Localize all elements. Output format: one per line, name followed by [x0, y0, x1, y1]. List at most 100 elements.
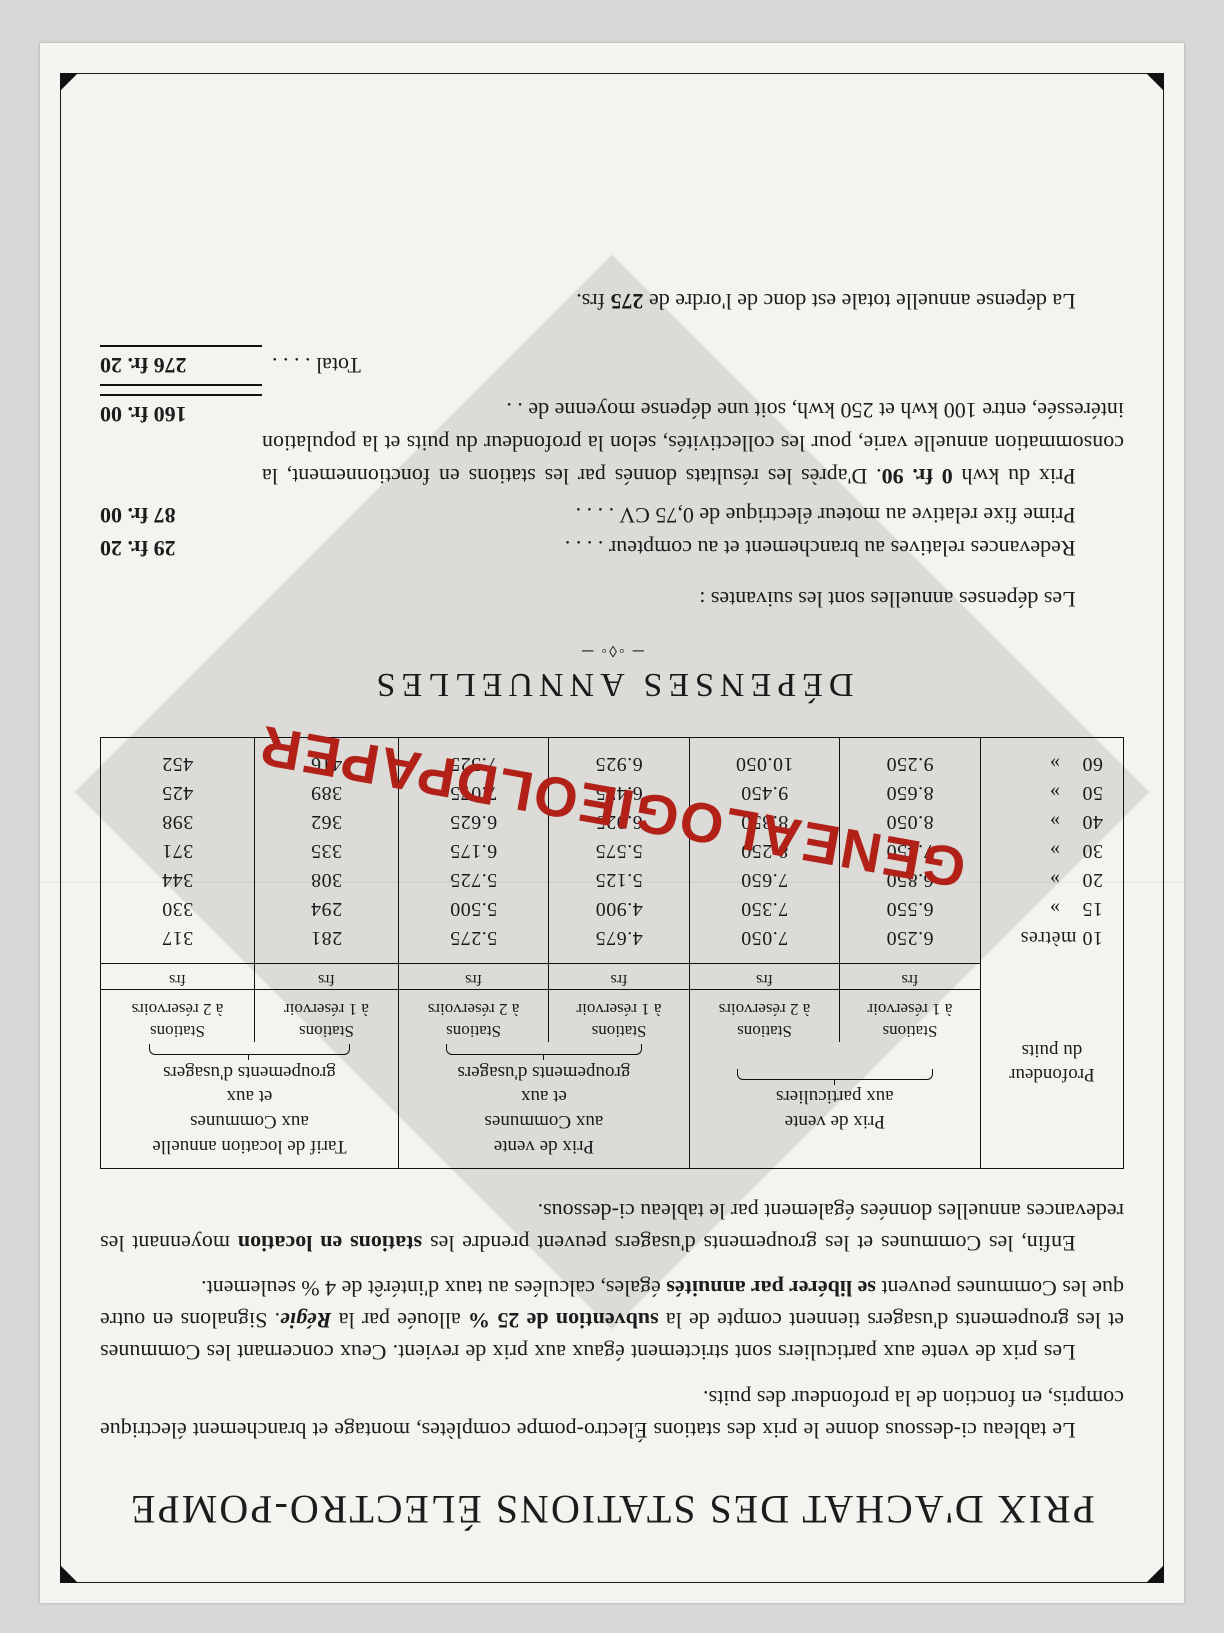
expense-amount: 160 fr. 00 — [100, 394, 262, 431]
col-unit: frs — [101, 964, 255, 990]
expense-paragraph-with-amount: Prix du kwh 0 fr. 90. D'après les résult… — [100, 394, 1124, 493]
cell-value: 425 — [101, 778, 255, 807]
page-rotated-container: PRIX D'ACHAT DES STATIONS ÉLECTRO-POMPE … — [0, 0, 1224, 1633]
table-row: 10 mètres6.2507.0504.6755.275281317 — [101, 923, 1124, 964]
expense-paragraph-text: Prix du kwh 0 fr. 90. D'après les résult… — [262, 394, 1124, 493]
cell-value: 6.850 — [840, 865, 981, 894]
cell-value: 8.850 — [689, 807, 839, 836]
col-group-particuliers: Prix de venteaux particuliers — [689, 1042, 980, 1168]
table-row: 15 »6.5507.3504.9005.500294330 — [101, 894, 1124, 923]
cell-value: 9.250 — [840, 738, 981, 779]
cell-value: 6.550 — [840, 894, 981, 923]
cell-value: 5.275 — [398, 923, 548, 964]
cell-value: 10.050 — [689, 738, 839, 779]
cell-value: 6.250 — [840, 923, 981, 964]
expense-total-amount: 276 fr. 20 — [100, 345, 262, 386]
expenses-conclusion: La dépense annuelle totale est donc de l… — [100, 285, 1124, 317]
cell-value: 308 — [254, 865, 398, 894]
cell-value: 7.075 — [398, 778, 548, 807]
cell-value: 317 — [101, 923, 255, 964]
cell-value: 344 — [101, 865, 255, 894]
cell-value: 362 — [254, 807, 398, 836]
cell-value: 7.350 — [689, 894, 839, 923]
cell-value: 416 — [254, 738, 398, 779]
cell-value: 335 — [254, 836, 398, 865]
cell-value: 398 — [101, 807, 255, 836]
cell-value: 281 — [254, 923, 398, 964]
cell-depth: 20 » — [980, 865, 1123, 894]
cell-value: 5.575 — [549, 836, 690, 865]
expenses-block: Les dépenses annuelles sont les suivante… — [100, 285, 1124, 615]
cell-value: 9.450 — [689, 778, 839, 807]
cell-value: 371 — [101, 836, 255, 865]
cell-value: 294 — [254, 894, 398, 923]
corner-ornament — [60, 73, 78, 91]
col-header-depth: Profondeurdu puits — [980, 964, 1123, 1169]
paper-sheet: PRIX D'ACHAT DES STATIONS ÉLECTRO-POMPE … — [40, 43, 1184, 1603]
expense-total-label: Total . . . . — [262, 349, 1124, 382]
expenses-intro: Les dépenses annuelles sont les suivante… — [100, 583, 1124, 615]
cell-value: 4.900 — [549, 894, 690, 923]
content-area: PRIX D'ACHAT DES STATIONS ÉLECTRO-POMPE … — [100, 271, 1124, 1533]
col-unit: frs — [398, 964, 548, 990]
expense-label: Redevances relatives au branchement et a… — [262, 532, 1124, 565]
cell-value: 330 — [101, 894, 255, 923]
page-title: PRIX D'ACHAT DES STATIONS ÉLECTRO-POMPE — [100, 1486, 1124, 1533]
col-group-communes-vente: Prix de venteaux Communeset auxgroupemen… — [398, 1042, 689, 1168]
col-unit: frs — [254, 964, 398, 990]
col-unit: frs — [549, 964, 690, 990]
intro-paragraph: Le tableau ci-dessous donne le prix des … — [100, 1382, 1124, 1446]
intro-paragraph: Enfin, les Communes et les groupements d… — [100, 1195, 1124, 1259]
table-row: 50 »8.6509.4506.4757.075389425 — [101, 778, 1124, 807]
cell-depth: 10 mètres — [980, 923, 1123, 964]
col-group-communes-location: Tarif de location annuelleaux Communeset… — [101, 1042, 399, 1168]
expense-total-line: Total . . . . 276 fr. 20 — [100, 345, 1124, 386]
cell-value: 7.050 — [689, 923, 839, 964]
cell-value: 7.450 — [840, 836, 981, 865]
expense-label: Prime fixe relative au moteur électrique… — [262, 499, 1124, 532]
col-unit: frs — [689, 964, 839, 990]
col-subheader: Stationsà 1 réservoir — [549, 989, 690, 1042]
price-table: Profondeurdu puits Prix de venteaux part… — [100, 737, 1124, 1169]
cell-value: 8.250 — [689, 836, 839, 865]
cell-value: 5.500 — [398, 894, 548, 923]
title-ornament: ─ ◦◊◦ ─ — [100, 641, 1124, 659]
cell-value: 5.725 — [398, 865, 548, 894]
corner-ornament — [60, 1565, 78, 1583]
cell-value: 8.650 — [840, 778, 981, 807]
cell-value: 8.050 — [840, 807, 981, 836]
cell-depth: 60 » — [980, 738, 1123, 779]
cell-depth: 40 » — [980, 807, 1123, 836]
intro-paragraph: Les prix de vente aux particuliers sont … — [100, 1273, 1124, 1369]
cell-value: 7.525 — [398, 738, 548, 779]
intro-paragraphs: Le tableau ci-dessous donne le prix des … — [100, 1195, 1124, 1446]
cell-value: 6.175 — [398, 836, 548, 865]
cell-value: 6.025 — [549, 807, 690, 836]
table-row: 30 »7.4508.2505.5756.175335371 — [101, 836, 1124, 865]
col-subheader: Stationsà 2 réservoirs — [398, 989, 548, 1042]
cell-value: 7.650 — [689, 865, 839, 894]
table-row: 40 »8.0508.8506.0256.625362398 — [101, 807, 1124, 836]
col-subheader: Stationsà 1 réservoir — [840, 989, 981, 1042]
cell-value: 452 — [101, 738, 255, 779]
expense-amount: 87 fr. 00 — [100, 499, 262, 532]
paper-fold-line — [40, 881, 1184, 883]
col-subheader: Stationsà 2 réservoirs — [101, 989, 255, 1042]
table-row: 60 »9.25010.0506.9257.525416452 — [101, 738, 1124, 779]
cell-value: 389 — [254, 778, 398, 807]
col-subheader: Stationsà 1 réservoir — [254, 989, 398, 1042]
corner-ornament — [1146, 73, 1164, 91]
expense-line: Redevances relatives au branchement et a… — [100, 532, 1124, 565]
cell-depth: 15 » — [980, 894, 1123, 923]
cell-depth: 30 » — [980, 836, 1123, 865]
cell-value: 5.125 — [549, 865, 690, 894]
col-unit: frs — [840, 964, 981, 990]
corner-ornament — [1146, 1565, 1164, 1583]
expense-amount: 29 fr. 20 — [100, 532, 262, 565]
cell-value: 6.925 — [549, 738, 690, 779]
cell-value: 6.475 — [549, 778, 690, 807]
col-subheader: Stationsà 2 réservoirs — [689, 989, 839, 1042]
expense-line: Prime fixe relative au moteur électrique… — [100, 499, 1124, 532]
cell-value: 4.675 — [549, 923, 690, 964]
cell-value: 6.625 — [398, 807, 548, 836]
